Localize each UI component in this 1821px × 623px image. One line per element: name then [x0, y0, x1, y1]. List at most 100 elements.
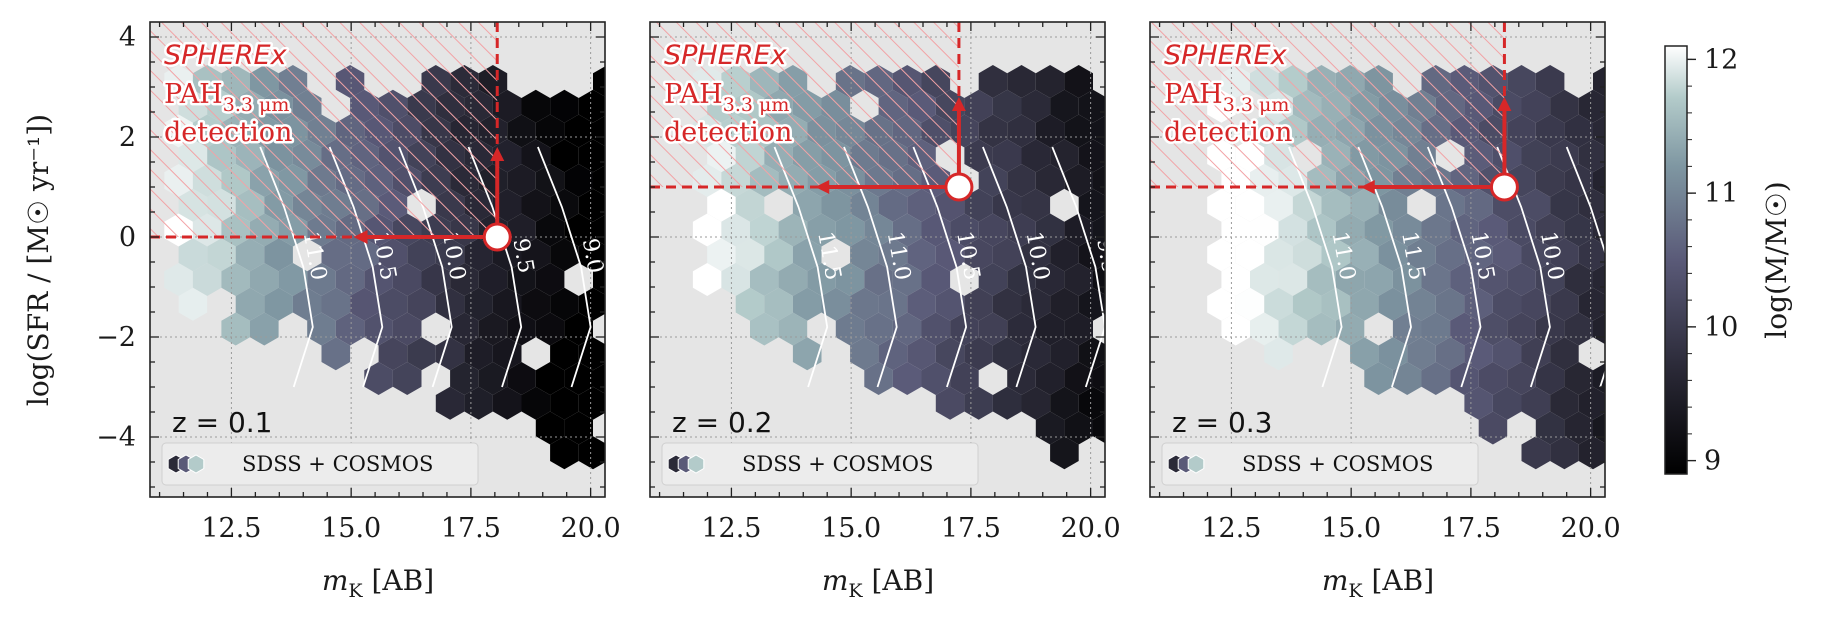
redshift-label: z = 0.3 — [1172, 406, 1273, 439]
hexbin-cell — [1021, 386, 1051, 420]
hexbin-cell — [1235, 287, 1265, 321]
hexbin-cell — [1250, 263, 1279, 296]
hexbin-cell — [1550, 238, 1579, 272]
hexbin-cell — [1221, 213, 1250, 247]
hexbin-cell — [792, 287, 822, 321]
hexbin-cell — [278, 263, 308, 296]
hexbin-cell — [1321, 287, 1351, 321]
hexbin-cell — [1221, 312, 1250, 346]
hexbin-cell — [264, 238, 293, 272]
legend-hex — [187, 454, 205, 474]
hexbin-cell — [1521, 436, 1551, 470]
hexbin-cell — [535, 263, 565, 296]
hexbin-cell — [1535, 213, 1565, 247]
hexbin-cell — [1478, 263, 1508, 296]
hexbin-cell — [1035, 312, 1065, 346]
hexbin-cell — [1221, 263, 1250, 296]
hexbin-cell — [564, 114, 593, 148]
hexbin-cell — [935, 386, 965, 420]
hexbin-cell — [1507, 312, 1536, 346]
hexbin-cell — [607, 139, 636, 172]
hexbin-cell — [1050, 287, 1079, 321]
hexbin-cell — [1307, 263, 1336, 296]
detection-point — [944, 172, 974, 202]
hexbin-cell — [1578, 386, 1605, 420]
contour-line — [537, 146, 592, 388]
hexbin-cell — [964, 238, 993, 272]
hexbin-cell — [464, 337, 493, 371]
hexbin-cell — [1607, 436, 1636, 469]
contour-line — [1565, 146, 1605, 388]
hexbin-cell — [492, 287, 522, 321]
hexbin-cell — [1207, 238, 1236, 272]
hexbin-cell — [907, 337, 936, 371]
hexbin-cell — [1578, 188, 1605, 222]
hexbin-cell — [978, 213, 1008, 247]
hexbin-cell — [1050, 89, 1079, 123]
hexbin-cell — [778, 263, 808, 296]
legend: SDSS + COSMOS — [1161, 442, 1479, 486]
hexbin-cell — [992, 386, 1022, 420]
pah-label: PAH3.3 μm — [164, 79, 289, 116]
hexbin-cell — [1335, 263, 1365, 296]
hexbin-cell — [1364, 362, 1393, 395]
hexbin-cell — [535, 213, 565, 247]
hexbin-cell — [507, 114, 536, 148]
hexbin-cell — [1107, 90, 1136, 123]
hexbin-cell — [1364, 263, 1393, 296]
hexbin-cell — [1550, 337, 1579, 371]
hexbin-cell — [935, 287, 965, 321]
hexbin-cell — [1607, 387, 1636, 420]
arrow-up-head — [1497, 97, 1512, 111]
hexbin-cell — [1078, 287, 1105, 321]
hexbin-cell — [607, 288, 636, 321]
hexbin-cell — [1535, 411, 1565, 445]
tick-marks — [650, 22, 1105, 497]
hexbin-cell — [1007, 114, 1036, 148]
detection-label: detection — [164, 117, 292, 148]
panel-z02: 11.5 11.0 10.5 10.0 9.5 12.5 15.0 17.5 20.0 SPH… — [649, 21, 1136, 602]
hexbin-cell — [992, 139, 1022, 173]
hexbin-cell — [1035, 263, 1065, 296]
hexbin-cell — [1264, 238, 1293, 272]
spherex-label: SPHEREx — [164, 40, 288, 71]
hexbin-cell — [907, 238, 936, 272]
hexbin-cell — [992, 89, 1022, 123]
pah-label: PAH3.3 μm — [664, 79, 789, 116]
hexbin-cell — [550, 89, 579, 123]
hexbin-cell — [1421, 263, 1451, 296]
hexbin-cell — [1064, 65, 1093, 98]
hexbin-cell — [1593, 363, 1605, 394]
hexbin-cell — [1050, 238, 1079, 272]
hexbin-cell — [1464, 287, 1493, 321]
hexbin-cell — [1035, 411, 1065, 445]
hexbin-cell — [1064, 114, 1093, 148]
colorbar-tick-label: 9 — [1704, 446, 1721, 477]
hexbin-cell — [607, 436, 636, 469]
hexbin-cell — [435, 238, 465, 272]
hexbin-cell — [221, 312, 250, 346]
hexbin-cell — [1550, 188, 1579, 222]
hexbin-cell — [178, 238, 208, 272]
hexbin-cell — [864, 362, 893, 395]
hexbin-cell — [1292, 238, 1322, 272]
hexbin-cell — [1107, 238, 1136, 271]
hexbin-cell — [764, 287, 793, 321]
hexbin-cell — [1307, 213, 1336, 247]
contour-label: 9.5 — [507, 236, 538, 275]
hexbin-cell — [164, 263, 193, 296]
tick-marks — [150, 22, 605, 497]
axes-frame — [1149, 21, 1606, 498]
hexbin-cell — [1078, 188, 1105, 222]
hexbin-cell — [1050, 337, 1079, 371]
hexbin-cell — [1535, 65, 1565, 98]
hexbin-cell — [464, 386, 493, 420]
arrow-up-head — [951, 97, 966, 111]
redshift-label: z = 0.2 — [672, 406, 773, 439]
hexbin-cell — [1093, 165, 1105, 196]
hexbin-cell — [978, 263, 1008, 296]
hexbin-cell — [307, 312, 336, 346]
hexbin-cell — [735, 238, 765, 272]
hexbin-cell — [335, 312, 365, 346]
hexbin-cell — [1064, 263, 1093, 296]
